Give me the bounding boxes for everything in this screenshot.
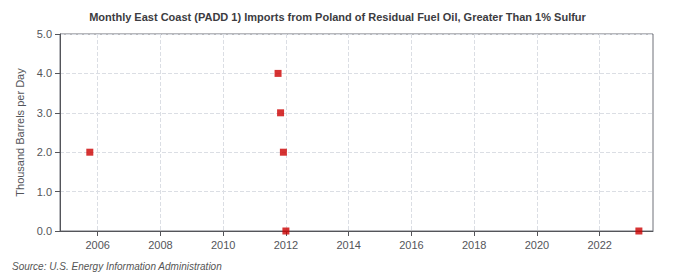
svg-text:2010: 2010 [211,239,235,251]
svg-text:2020: 2020 [525,239,549,251]
svg-text:2016: 2016 [399,239,423,251]
svg-text:3.0: 3.0 [37,107,52,119]
svg-text:5.0: 5.0 [37,28,52,40]
svg-text:2014: 2014 [336,239,360,251]
svg-text:4.0: 4.0 [37,67,52,79]
svg-text:2.0: 2.0 [37,146,52,158]
svg-text:Thousand Barrels per Day: Thousand Barrels per Day [14,68,26,197]
svg-text:2006: 2006 [85,239,109,251]
svg-text:2008: 2008 [148,239,172,251]
svg-text:Monthly East Coast (PADD 1) Im: Monthly East Coast (PADD 1) Imports from… [89,11,586,23]
svg-text:1.0: 1.0 [37,186,52,198]
svg-text:2022: 2022 [587,239,611,251]
svg-text:2012: 2012 [274,239,298,251]
svg-text:Source: U.S. Energy Informatio: Source: U.S. Energy Information Administ… [12,261,222,272]
svg-text:0.0: 0.0 [37,225,52,237]
svg-text:2018: 2018 [462,239,486,251]
